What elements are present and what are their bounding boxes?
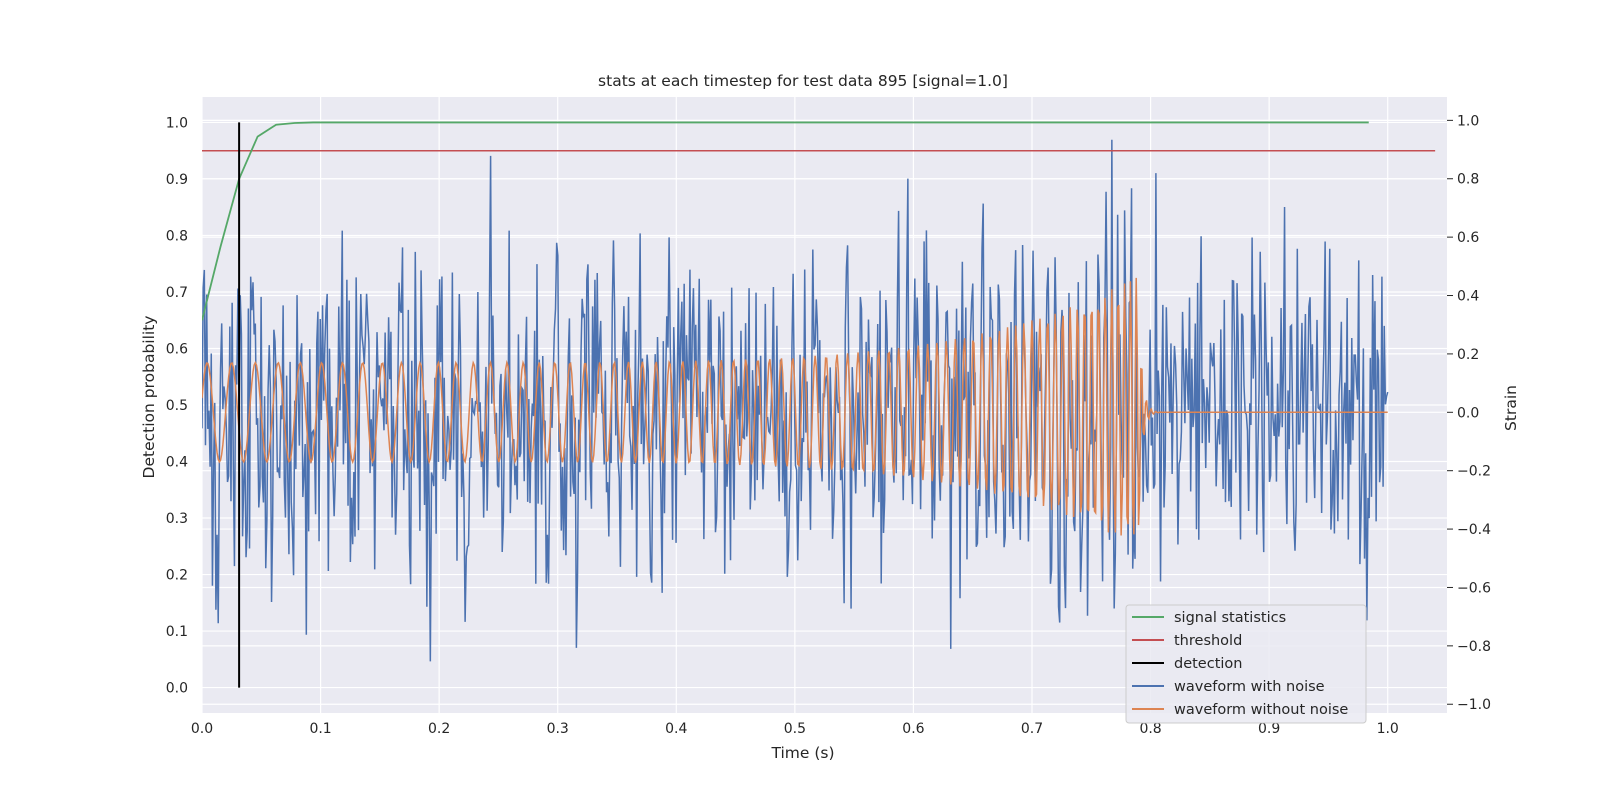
y2-tick-label: −0.8 <box>1457 639 1491 655</box>
legend-label: threshold <box>1174 633 1242 649</box>
y-tick-label: 0.3 <box>166 511 188 527</box>
x-tick-label: 0.0 <box>191 721 213 737</box>
y2-tick-label: −1.0 <box>1457 697 1491 713</box>
legend-label: waveform with noise <box>1174 679 1325 695</box>
waveform-with-noise-line <box>202 139 1389 662</box>
x-tick-label: 0.2 <box>428 721 450 737</box>
y2-tick-label: 0.2 <box>1457 347 1479 363</box>
y-tick-label: 0.5 <box>166 398 188 414</box>
waveform-without-noise-line <box>202 277 1388 536</box>
x-axis-label: Time (s) <box>770 744 834 762</box>
y-tick-label: 0.7 <box>166 285 188 301</box>
y2-tick-label: −0.6 <box>1457 580 1491 596</box>
y-tick-label: 0.9 <box>166 172 188 188</box>
y2-tick-label: 1.0 <box>1457 113 1479 129</box>
legend-label: waveform without noise <box>1174 702 1348 718</box>
y2-tick-label: −0.2 <box>1457 464 1491 480</box>
y-tick-label: 0.8 <box>166 228 188 244</box>
chart-title: stats at each timestep for test data 895… <box>598 72 1008 90</box>
y2-axis-ticks: 1.0 0.8 0.6 0.4 0.2 0.0 −0.2 −0.4 −0.6 −0.8 −1.0 <box>1447 113 1491 713</box>
x-axis-ticks: 0.0 0.1 0.2 0.3 0.4 0.5 0.6 0.7 0.8 0.9 1.0 <box>191 721 1399 737</box>
y-axis-ticks: 0.0 0.1 0.2 0.3 0.4 0.5 0.6 0.7 0.8 0.9 1.0 <box>166 115 188 696</box>
y-axis-label: Detection probability <box>140 316 158 479</box>
y2-tick-label: −0.4 <box>1457 522 1491 538</box>
y-tick-label: 0.0 <box>166 681 188 697</box>
y2-tick-label: 0.4 <box>1457 289 1479 305</box>
y-tick-label: 0.4 <box>166 455 188 471</box>
y2-axis-label: Strain <box>1502 385 1520 431</box>
legend-label: signal statistics <box>1174 610 1286 626</box>
y-tick-label: 0.6 <box>166 341 188 357</box>
x-tick-label: 0.8 <box>1139 721 1161 737</box>
x-tick-label: 1.0 <box>1377 721 1399 737</box>
legend-label: detection <box>1174 656 1242 672</box>
y2-tick-label: 0.6 <box>1457 230 1479 246</box>
y2-tick-label: 0.0 <box>1457 405 1479 421</box>
x-tick-label: 0.1 <box>309 721 331 737</box>
y-tick-label: 1.0 <box>166 115 188 131</box>
y-tick-label: 0.1 <box>166 624 188 640</box>
x-tick-label: 0.6 <box>902 721 924 737</box>
y2-tick-label: 0.8 <box>1457 172 1479 188</box>
signal-statistics-line <box>202 121 1369 321</box>
x-tick-label: 0.5 <box>784 721 806 737</box>
legend-box <box>1125 604 1367 724</box>
x-tick-label: 0.4 <box>665 721 687 737</box>
series-layer <box>202 121 1436 688</box>
x-tick-label: 0.3 <box>547 721 569 737</box>
x-tick-label: 0.7 <box>1021 721 1043 737</box>
legend: signal statistics threshold detection wavef… <box>1125 604 1367 724</box>
x-tick-label: 0.9 <box>1258 721 1280 737</box>
y-tick-label: 0.2 <box>166 568 188 584</box>
